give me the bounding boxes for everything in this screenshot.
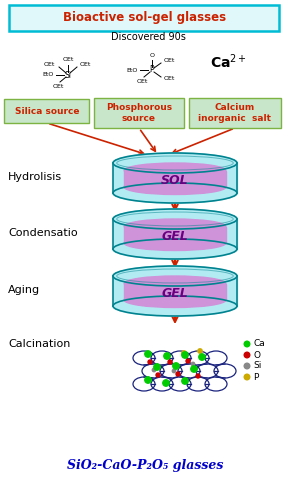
Text: Condensatio: Condensatio	[8, 228, 78, 238]
FancyBboxPatch shape	[94, 98, 184, 128]
Bar	[124, 283, 226, 300]
FancyBboxPatch shape	[9, 5, 279, 31]
Text: EtO: EtO	[127, 67, 138, 72]
Circle shape	[154, 364, 160, 370]
Text: OEt: OEt	[164, 59, 175, 63]
Text: Si: Si	[253, 362, 261, 370]
Text: OEt: OEt	[136, 79, 148, 84]
Text: OEt: OEt	[44, 62, 55, 67]
Circle shape	[196, 374, 200, 378]
Ellipse shape	[124, 180, 226, 194]
Bar	[124, 171, 226, 187]
Text: O: O	[150, 53, 155, 58]
Circle shape	[199, 354, 205, 360]
Text: Si: Si	[64, 70, 72, 80]
FancyBboxPatch shape	[4, 99, 89, 123]
Circle shape	[176, 372, 180, 376]
Ellipse shape	[124, 236, 226, 250]
Circle shape	[182, 352, 188, 358]
Ellipse shape	[124, 163, 226, 178]
Circle shape	[244, 374, 250, 380]
Text: Ca$^{2+}$: Ca$^{2+}$	[210, 53, 246, 71]
Text: GEL: GEL	[162, 286, 188, 300]
Circle shape	[186, 359, 190, 363]
Text: O: O	[253, 350, 260, 360]
Circle shape	[244, 363, 250, 369]
Bar	[113, 219, 237, 249]
Circle shape	[168, 360, 172, 364]
Circle shape	[191, 362, 195, 366]
Text: Silica source: Silica source	[15, 106, 79, 116]
Ellipse shape	[124, 219, 226, 234]
Bar	[113, 276, 237, 306]
Circle shape	[156, 373, 160, 377]
Text: Calcium
inorganic  salt: Calcium inorganic salt	[198, 103, 271, 123]
Circle shape	[148, 360, 152, 364]
Circle shape	[145, 377, 151, 383]
Text: SOL: SOL	[161, 174, 189, 186]
Text: EtO: EtO	[43, 72, 54, 78]
Circle shape	[244, 352, 250, 358]
Ellipse shape	[113, 266, 237, 286]
Text: Hydrolisis: Hydrolisis	[8, 172, 62, 182]
Text: P: P	[150, 65, 154, 74]
Circle shape	[244, 341, 250, 347]
Text: Ca: Ca	[253, 339, 265, 348]
Circle shape	[182, 378, 188, 384]
Circle shape	[198, 349, 202, 353]
Text: Bioactive sol-gel glasses: Bioactive sol-gel glasses	[64, 11, 226, 25]
Text: OEt: OEt	[80, 62, 91, 67]
Ellipse shape	[124, 293, 226, 308]
Circle shape	[191, 366, 197, 372]
Text: Calcination: Calcination	[8, 339, 70, 349]
Circle shape	[145, 351, 151, 357]
Circle shape	[152, 369, 156, 371]
Text: SiO₂-CaO-P₂O₅ glasses: SiO₂-CaO-P₂O₅ glasses	[67, 459, 223, 471]
Circle shape	[182, 351, 186, 355]
Circle shape	[172, 369, 176, 373]
Circle shape	[164, 353, 170, 359]
Ellipse shape	[113, 296, 237, 316]
Bar	[124, 226, 226, 243]
Text: OEt: OEt	[164, 76, 175, 82]
Text: Phosphorous
source: Phosphorous source	[106, 103, 172, 123]
FancyBboxPatch shape	[189, 98, 281, 128]
Ellipse shape	[113, 153, 237, 173]
Ellipse shape	[113, 209, 237, 229]
Text: GEL: GEL	[162, 230, 188, 243]
Text: OEt: OEt	[62, 57, 74, 62]
Text: OEt: OEt	[52, 84, 64, 89]
Text: P: P	[253, 372, 258, 381]
Ellipse shape	[113, 239, 237, 259]
Text: Discovered 90s: Discovered 90s	[110, 32, 185, 42]
Circle shape	[163, 380, 169, 386]
Ellipse shape	[113, 183, 237, 203]
Bar	[113, 163, 237, 193]
Circle shape	[173, 363, 179, 369]
Text: Aging: Aging	[8, 285, 40, 295]
Ellipse shape	[124, 276, 226, 291]
